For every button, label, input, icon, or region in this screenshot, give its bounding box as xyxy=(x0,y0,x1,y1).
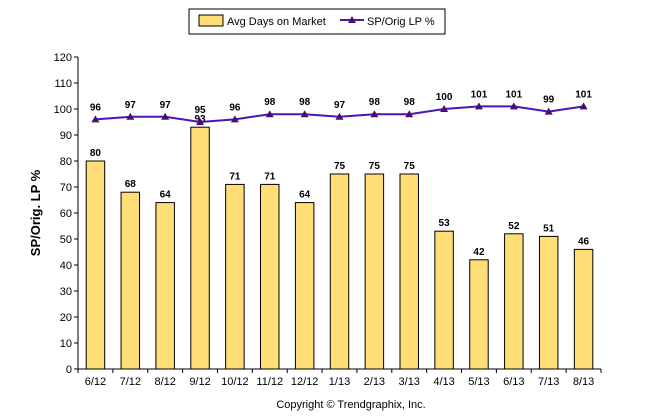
bar-value-label: 75 xyxy=(404,161,416,172)
line-value-label: 101 xyxy=(505,89,522,100)
y-tick-label: 110 xyxy=(54,78,72,90)
bar-4/13 xyxy=(434,230,454,370)
line-value-label: 101 xyxy=(575,89,592,100)
legend-line-label: SP/Orig LP % xyxy=(367,16,435,28)
line-point-11/12 xyxy=(265,110,274,118)
line-value-label: 96 xyxy=(90,102,102,113)
line-value-label: 100 xyxy=(436,92,453,103)
bar-7/12 xyxy=(120,191,141,370)
line-value-label: 97 xyxy=(125,100,137,111)
line-point-8/12 xyxy=(161,112,170,120)
legend: Avg Days on Market SP/Orig LP % xyxy=(188,8,446,35)
line-point-9/12 xyxy=(196,118,205,125)
line-point-4/13 xyxy=(440,105,449,112)
bar-value-label: 71 xyxy=(229,171,241,182)
line-value-label: 95 xyxy=(194,105,206,116)
bar-9/12 xyxy=(190,126,210,370)
x-tick-label: 4/13 xyxy=(433,376,454,388)
x-tick-label: 5/13 xyxy=(468,376,489,388)
x-tick-label: 7/12 xyxy=(120,376,141,388)
bar-5/13 xyxy=(469,259,489,370)
x-tick-label: 8/12 xyxy=(154,376,175,388)
line-value-label: 97 xyxy=(160,100,172,111)
y-tick-label: 80 xyxy=(60,156,72,168)
line-point-5/13 xyxy=(474,102,483,110)
line-point-6/13 xyxy=(509,102,518,110)
copyright-text: Copyright © Trendgraphix, Inc. xyxy=(276,399,425,411)
bar-8/12 xyxy=(155,202,175,370)
bar-value-label: 52 xyxy=(508,221,520,232)
y-tick-label: 40 xyxy=(60,260,72,272)
line-point-7/12 xyxy=(126,112,135,120)
y-tick-label: 100 xyxy=(54,104,72,116)
bar-value-label: 80 xyxy=(90,148,102,159)
bar-6/12 xyxy=(85,160,106,370)
line-point-7/13 xyxy=(544,107,553,115)
bar-8/13 xyxy=(573,248,594,370)
bar-value-label: 53 xyxy=(439,218,451,229)
bar-value-label: 68 xyxy=(125,179,137,190)
line-value-label: 98 xyxy=(404,97,416,108)
y-tick-label: 70 xyxy=(60,182,72,194)
legend-bar-label: Avg Days on Market xyxy=(227,16,326,28)
x-tick-label: 7/13 xyxy=(538,376,559,388)
line-point-8/13 xyxy=(579,102,588,110)
y-tick-label: 10 xyxy=(60,338,72,350)
line-value-label: 99 xyxy=(543,95,555,106)
line-point-3/13 xyxy=(405,110,414,118)
line-point-6/12 xyxy=(91,115,100,123)
y-tick-label: 50 xyxy=(60,234,72,246)
x-tick-label: 1/13 xyxy=(329,376,350,388)
line-point-10/12 xyxy=(230,115,239,123)
legend-box xyxy=(188,8,446,35)
x-tick-label: 8/13 xyxy=(573,376,594,388)
bars: 806/12687/12648/12939/127110/127111/1264… xyxy=(85,114,595,388)
line-value-label: 98 xyxy=(369,97,381,108)
line-value-label: 101 xyxy=(471,89,488,100)
bar-3/13 xyxy=(399,173,419,370)
y-tick-label: 60 xyxy=(60,208,72,220)
x-tick-label: 12/12 xyxy=(291,376,319,388)
y-tick-label: 120 xyxy=(54,52,72,64)
line-value-label: 97 xyxy=(334,100,346,111)
axes: 0 10 20 30 40 50 60 70 80 90 100 110 120 xyxy=(54,52,602,376)
line-series: 96 97 97 95 96 98 98 97 98 98 100 101 101 99 101 xyxy=(90,89,592,125)
bar-12/12 xyxy=(294,202,315,370)
line-point-2/13 xyxy=(370,110,379,118)
bar-value-label: 75 xyxy=(369,161,381,172)
bar-value-label: 71 xyxy=(264,171,276,182)
bar-value-label: 64 xyxy=(299,190,311,201)
bar-6/13 xyxy=(504,233,524,370)
line-value-label: 98 xyxy=(264,97,276,108)
x-tick-label: 10/12 xyxy=(221,376,249,388)
x-tick-label: 6/13 xyxy=(503,376,524,388)
bar-1/13 xyxy=(329,173,350,370)
y-axis-label: SP/Orig. LP % xyxy=(28,169,43,256)
bar-2/13 xyxy=(364,173,385,370)
line-value-label: 98 xyxy=(299,97,311,108)
x-tick-label: 3/13 xyxy=(399,376,420,388)
bar-11/12 xyxy=(260,183,280,370)
x-tick-label: 6/12 xyxy=(85,376,106,388)
line-point-12/12 xyxy=(300,110,309,118)
line-value-label: 96 xyxy=(229,102,241,113)
bar-value-label: 46 xyxy=(578,236,590,247)
x-tick-label: 11/12 xyxy=(256,376,283,388)
line-point-1/13 xyxy=(335,112,344,120)
legend-line-marker xyxy=(348,16,356,23)
bar-value-label: 51 xyxy=(543,223,555,234)
bar-10/12 xyxy=(225,183,245,370)
bar-value-label: 75 xyxy=(334,161,346,172)
y-tick-label: 90 xyxy=(60,130,72,142)
y-tick-label: 30 xyxy=(60,286,72,298)
bar-value-label: 42 xyxy=(473,247,485,258)
bar-value-label: 64 xyxy=(160,190,172,201)
bar-7/13 xyxy=(538,235,559,370)
legend-bar-swatch xyxy=(198,14,224,27)
x-tick-label: 9/12 xyxy=(189,376,210,388)
x-tick-label: 2/13 xyxy=(364,376,385,388)
y-tick-label: 0 xyxy=(66,364,72,376)
y-tick-label: 20 xyxy=(60,312,72,324)
